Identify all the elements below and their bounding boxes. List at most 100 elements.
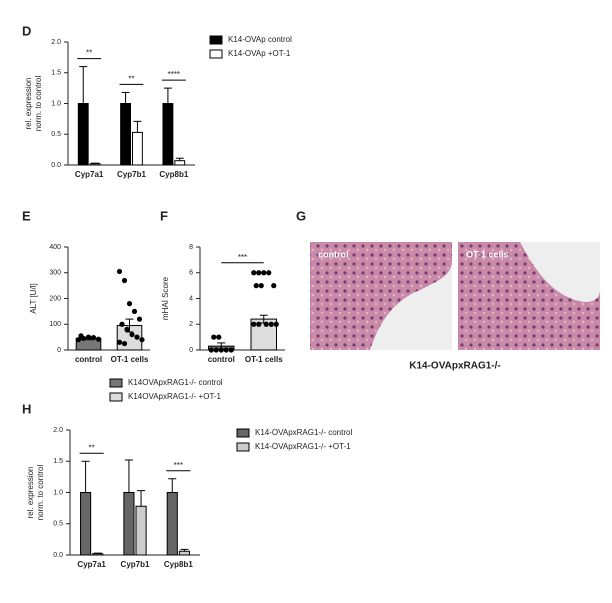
data-point bbox=[228, 347, 234, 353]
data-point bbox=[75, 337, 82, 343]
data-point bbox=[124, 326, 130, 332]
significance-label: **** bbox=[168, 70, 180, 79]
panel-letter: D bbox=[22, 23, 31, 38]
x-tick-label: Cyp8b1 bbox=[164, 560, 193, 569]
bar bbox=[135, 505, 147, 556]
bar bbox=[123, 492, 135, 556]
data-point bbox=[218, 347, 224, 353]
bar bbox=[132, 131, 143, 166]
data-point bbox=[266, 270, 272, 276]
legend-swatch bbox=[209, 35, 223, 45]
x-tick-label: Cyp7b1 bbox=[121, 560, 150, 569]
legend-label: K14OVApxRAG1-/- control bbox=[128, 378, 223, 387]
x-tick-label: control bbox=[75, 355, 102, 364]
panel-letter: E bbox=[22, 208, 31, 223]
data-point bbox=[116, 268, 123, 275]
bar bbox=[120, 103, 132, 166]
image-label: OT-1 cells bbox=[466, 249, 509, 259]
x-tick-label: OT-1 cells bbox=[111, 355, 149, 364]
data-point bbox=[253, 283, 259, 289]
y-tick-label: 8 bbox=[189, 244, 193, 251]
y-axis-label: ALT [U/l] bbox=[29, 283, 38, 313]
y-tick-label: 0.5 bbox=[53, 521, 63, 528]
panel-letter: F bbox=[160, 208, 168, 223]
y-tick-label: 1.0 bbox=[53, 489, 63, 496]
x-tick-label: OT-1 cells bbox=[245, 355, 283, 364]
y-tick-label: 300 bbox=[49, 270, 61, 277]
y-axis-label: norm. to control bbox=[34, 75, 43, 131]
data-point bbox=[78, 333, 84, 339]
y-tick-label: 6 bbox=[189, 270, 193, 277]
x-tick-label: Cyp7b1 bbox=[117, 170, 146, 179]
y-axis-label: mHAI Score bbox=[161, 276, 170, 320]
legend-swatch bbox=[236, 442, 250, 452]
data-point bbox=[119, 321, 125, 327]
data-point bbox=[116, 339, 123, 345]
y-tick-label: 4 bbox=[189, 295, 193, 302]
bar bbox=[89, 163, 101, 166]
legend-label: K14-OVApxRAG1-/- control bbox=[255, 428, 352, 437]
bar bbox=[77, 103, 89, 166]
x-tick-label: Cyp8b1 bbox=[159, 170, 188, 179]
x-tick-label: Cyp7a1 bbox=[75, 170, 104, 179]
data-point bbox=[251, 270, 257, 276]
data-point bbox=[95, 336, 102, 342]
panel-letter: H bbox=[22, 401, 31, 416]
data-point bbox=[251, 321, 257, 327]
y-axis-label: norm. to control bbox=[36, 464, 45, 520]
data-point bbox=[263, 321, 269, 327]
significance-label: *** bbox=[174, 461, 183, 470]
legend-swatch bbox=[109, 392, 123, 402]
legend-swatch bbox=[109, 378, 123, 388]
data-point bbox=[268, 321, 274, 327]
data-point bbox=[208, 347, 214, 353]
legend-label: K14OVApxRAG1-/- +OT-1 bbox=[128, 392, 222, 401]
data-point bbox=[121, 277, 128, 284]
data-point bbox=[131, 308, 138, 314]
y-tick-label: 0 bbox=[189, 347, 193, 354]
image-label: control bbox=[318, 249, 349, 259]
data-point bbox=[223, 347, 229, 353]
y-tick-label: 1.5 bbox=[53, 458, 63, 465]
significance-label: *** bbox=[238, 253, 247, 262]
data-point bbox=[129, 331, 135, 338]
significance-label: ** bbox=[86, 49, 92, 58]
bar bbox=[80, 492, 92, 556]
data-point bbox=[261, 270, 267, 276]
y-tick-label: 0.5 bbox=[51, 131, 61, 138]
data-point bbox=[271, 283, 277, 289]
image-caption: K14-OVApxRAG1-/- bbox=[409, 361, 501, 372]
y-tick-label: 400 bbox=[49, 244, 61, 251]
data-point bbox=[85, 334, 92, 340]
x-tick-label: Cyp7a1 bbox=[77, 560, 106, 569]
bar bbox=[166, 492, 178, 556]
y-tick-label: 1.0 bbox=[51, 100, 61, 107]
data-point bbox=[213, 347, 219, 353]
x-tick-label: control bbox=[208, 355, 235, 364]
significance-label: ** bbox=[89, 443, 95, 452]
y-axis-label: rel. expression bbox=[26, 466, 35, 518]
data-point bbox=[256, 270, 262, 276]
data-point bbox=[139, 337, 145, 343]
legend-swatch bbox=[209, 49, 223, 59]
y-tick-label: 0 bbox=[57, 347, 61, 354]
data-point bbox=[273, 321, 279, 327]
y-axis-label: rel. expression bbox=[24, 77, 33, 129]
panel-letter: G bbox=[296, 208, 306, 223]
data-point bbox=[216, 334, 222, 340]
bar bbox=[178, 550, 190, 556]
data-point bbox=[134, 334, 140, 340]
y-tick-label: 2 bbox=[189, 321, 193, 328]
y-tick-label: 100 bbox=[49, 321, 61, 328]
legend-swatch bbox=[236, 428, 250, 438]
y-tick-label: 2.0 bbox=[53, 427, 63, 434]
data-point bbox=[136, 316, 143, 322]
legend-label: K14-OVAp +OT-1 bbox=[228, 49, 291, 58]
y-tick-label: 1.5 bbox=[51, 70, 61, 77]
bar bbox=[92, 553, 104, 556]
data-point bbox=[90, 335, 97, 341]
data-point bbox=[126, 301, 133, 307]
data-point bbox=[256, 321, 262, 327]
histology-ot1 bbox=[458, 242, 600, 350]
